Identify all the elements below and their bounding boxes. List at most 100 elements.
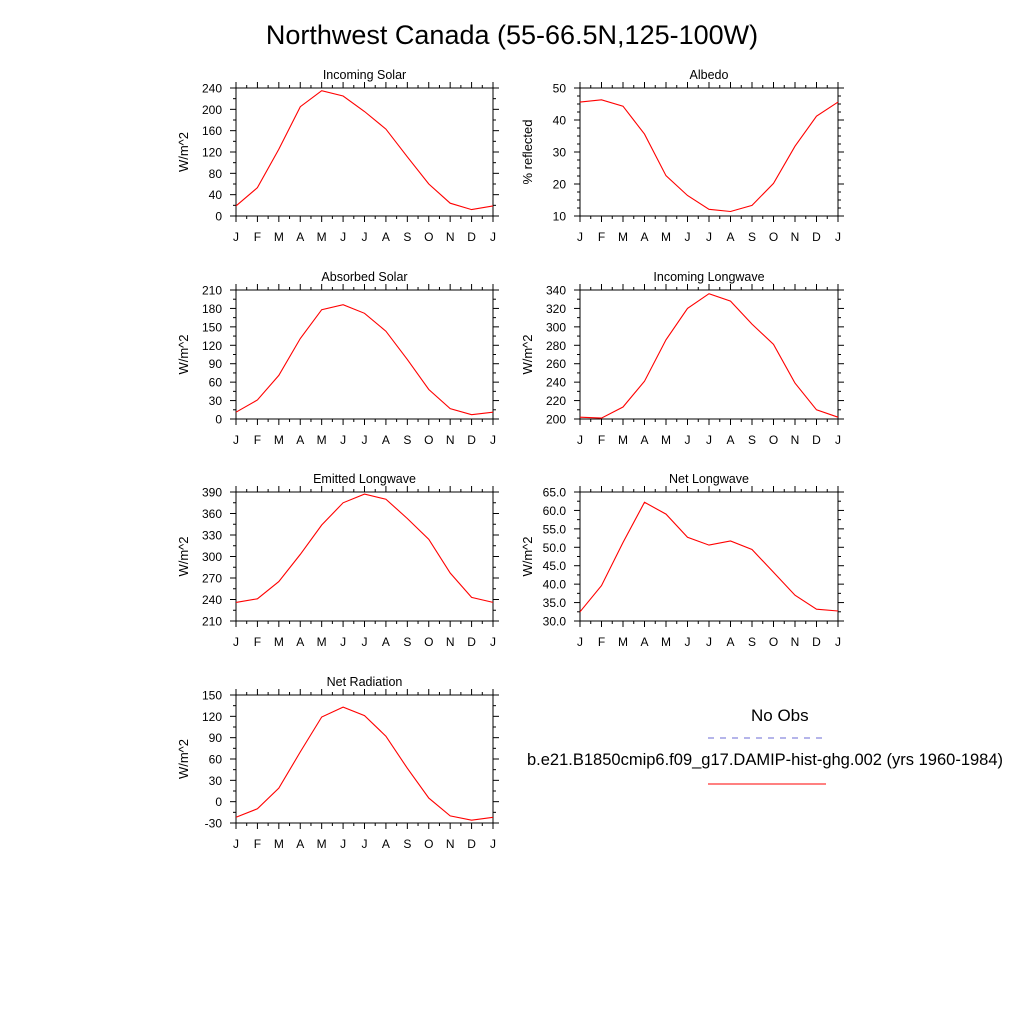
x-tick-label: J <box>685 635 691 649</box>
y-tick-label: 150 <box>202 320 222 334</box>
x-tick-label: J <box>362 837 368 851</box>
x-tick-label: A <box>382 837 390 851</box>
x-tick-label: D <box>467 433 476 447</box>
plot-frame <box>235 694 494 824</box>
y-tick-label: 240 <box>202 593 222 607</box>
y-tick-label: 240 <box>202 82 222 96</box>
x-tick-label: O <box>424 230 433 244</box>
x-tick-label: A <box>382 433 390 447</box>
x-tick-label: A <box>382 230 390 244</box>
x-tick-label: F <box>254 635 261 649</box>
x-tick-label: M <box>317 230 327 244</box>
y-tick-label: 35.0 <box>543 596 567 610</box>
chart-title: Incoming Longwave <box>653 270 764 284</box>
x-tick-label: J <box>362 635 368 649</box>
x-tick-label: M <box>317 433 327 447</box>
x-tick-label: M <box>317 837 327 851</box>
y-tick-label: 210 <box>202 615 222 629</box>
data-line <box>235 493 494 603</box>
y-tick-label: 120 <box>202 339 222 353</box>
y-tick-label: 270 <box>202 572 222 586</box>
x-tick-label: S <box>403 635 411 649</box>
y-tick-label: 340 <box>546 284 566 298</box>
y-tick-label: 80 <box>209 167 223 181</box>
x-tick-label: J <box>706 635 712 649</box>
x-tick-label: M <box>661 635 671 649</box>
x-tick-label: S <box>748 635 756 649</box>
y-tick-label: 240 <box>546 376 566 390</box>
x-tick-label: F <box>598 635 605 649</box>
x-tick-label: A <box>640 433 648 447</box>
x-tick-label: F <box>254 230 261 244</box>
plot-frame <box>235 289 494 420</box>
x-tick-label: D <box>812 230 821 244</box>
y-tick-label: 150 <box>202 689 222 703</box>
y-tick-label: 180 <box>202 302 222 316</box>
x-tick-label: D <box>467 837 476 851</box>
y-tick-label: 60 <box>209 753 223 767</box>
y-tick-label: 200 <box>202 103 222 117</box>
chart-title: Net Longwave <box>669 472 749 486</box>
x-tick-label: M <box>274 837 284 851</box>
x-tick-label: S <box>403 837 411 851</box>
x-tick-label: D <box>467 230 476 244</box>
data-line <box>579 501 839 613</box>
y-tick-label: 30 <box>209 394 223 408</box>
y-tick-label: 0 <box>215 413 222 427</box>
y-tick-label: 40.0 <box>543 578 567 592</box>
y-tick-label: 300 <box>202 550 222 564</box>
x-tick-label: O <box>424 433 433 447</box>
x-tick-label: O <box>424 635 433 649</box>
y-axis-label: W/m^2 <box>520 334 535 374</box>
chart-panel-4: J F M A M J J A S O N D J200220240260280300320340Inc… <box>520 270 844 447</box>
x-tick-label: A <box>382 635 390 649</box>
y-tick-label: 50.0 <box>543 541 567 555</box>
data-line <box>235 304 494 416</box>
y-tick-label: 390 <box>202 486 222 500</box>
chart-panel-5: J F M A M J J A S O N D J210240270300330360390Emitte… <box>176 472 499 649</box>
x-tick-label: M <box>661 433 671 447</box>
x-tick-label: M <box>274 433 284 447</box>
x-tick-label: O <box>424 837 433 851</box>
y-tick-label: 50 <box>553 82 567 96</box>
x-tick-label: J <box>362 230 368 244</box>
legend-case-label: b.e21.B1850cmip6.f09_g17.DAMIP-hist-ghg.… <box>527 751 1004 769</box>
x-tick-label: M <box>317 635 327 649</box>
x-tick-label: J <box>706 230 712 244</box>
x-tick-label: O <box>769 433 778 447</box>
data-line <box>235 90 494 211</box>
x-tick-label: D <box>812 433 821 447</box>
plot-frame <box>579 289 839 420</box>
x-tick-label: J <box>362 433 368 447</box>
plot-frame <box>579 491 839 622</box>
y-tick-label: 280 <box>546 339 566 353</box>
x-tick-label: F <box>598 230 605 244</box>
x-tick-label: J <box>577 230 583 244</box>
x-tick-label: J <box>835 433 841 447</box>
x-tick-label: A <box>640 635 648 649</box>
y-tick-label: 210 <box>202 284 222 298</box>
y-tick-label: 300 <box>546 320 566 334</box>
y-tick-label: 30.0 <box>543 615 567 629</box>
y-tick-label: 40 <box>209 188 223 202</box>
y-tick-label: 120 <box>202 710 222 724</box>
x-tick-label: S <box>748 433 756 447</box>
x-tick-label: M <box>274 230 284 244</box>
chart-title: Incoming Solar <box>323 68 406 82</box>
y-tick-label: 30 <box>209 774 223 788</box>
x-tick-label: J <box>340 837 346 851</box>
y-tick-label: 10 <box>553 210 567 224</box>
x-tick-label: J <box>490 635 496 649</box>
y-axis-label: W/m^2 <box>176 536 191 576</box>
chart-panel-6: J F M A M J J A S O N D J30.035.040.045.050.055.060.… <box>520 472 844 649</box>
page-title: Northwest Canada (55-66.5N,125-100W) <box>265 20 759 50</box>
legend-obs-label: No Obs <box>751 706 809 725</box>
y-tick-label: 20 <box>553 178 567 192</box>
y-tick-label: 45.0 <box>543 559 567 573</box>
x-tick-label: N <box>446 433 455 447</box>
x-tick-label: O <box>769 230 778 244</box>
x-tick-label: S <box>748 230 756 244</box>
y-tick-label: 120 <box>202 146 222 160</box>
